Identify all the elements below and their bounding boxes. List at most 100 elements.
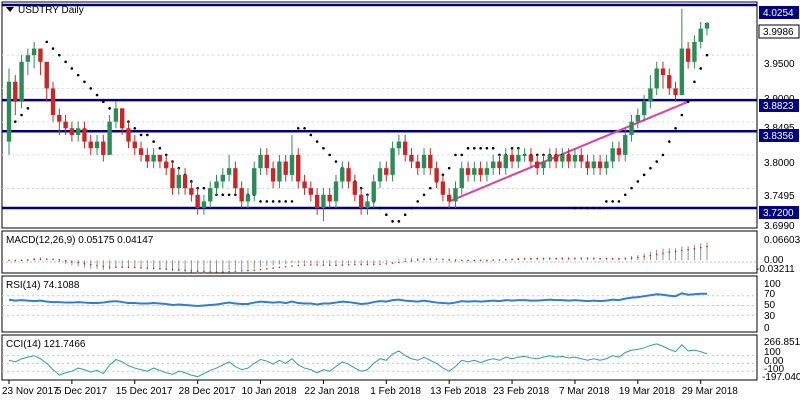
- candles-layer: [6, 8, 710, 222]
- candle-body: [170, 168, 175, 189]
- candle-body: [283, 161, 288, 175]
- candle: [415, 154, 420, 175]
- macd-signal-dot: [593, 257, 595, 260]
- macd-signal-dot: [284, 265, 287, 268]
- sar-dot: [485, 146, 489, 150]
- macd-signal-dot: [486, 259, 488, 262]
- candle-body: [685, 48, 691, 62]
- candle: [176, 168, 181, 195]
- macd-signal-dot: [115, 266, 117, 268]
- candle: [164, 154, 169, 175]
- candle: [31, 41, 37, 69]
- candle: [478, 161, 483, 182]
- sar-dot: [271, 200, 275, 203]
- main-pane: USDTRY Daily 3.9500 3.9000 3.8495 3.8000…: [1, 1, 800, 232]
- candle-body: [145, 154, 150, 162]
- date-tick-label: 29 Mar 2018: [682, 386, 739, 397]
- sar-dot: [127, 120, 130, 123]
- candle-body: [182, 174, 188, 189]
- candle-body: [667, 75, 672, 89]
- macd-signal-dot: [228, 270, 230, 273]
- macd-signal-dot: [328, 264, 331, 267]
- candle: [528, 148, 534, 169]
- candle: [597, 154, 603, 175]
- candle: [201, 194, 207, 215]
- candle-body: [673, 88, 678, 96]
- candle-body: [365, 201, 370, 209]
- candle-body: [497, 161, 502, 169]
- level-label-box: [759, 129, 799, 142]
- candle: [516, 148, 521, 169]
- sar-dot: [705, 53, 709, 57]
- candle: [327, 188, 332, 209]
- candle: [75, 121, 81, 142]
- sar-dot: [158, 146, 162, 150]
- date-tick-label: 7 Mar 2018: [559, 386, 610, 397]
- candle-body: [597, 161, 603, 169]
- candle-body: [453, 188, 458, 202]
- macd-signal-dot: [52, 258, 54, 261]
- candle: [547, 148, 552, 169]
- macd-signal-dot: [8, 259, 10, 262]
- sar-dot: [693, 80, 696, 84]
- level-label-4.0254: 4.0254: [759, 6, 799, 19]
- candle-body: [629, 121, 634, 135]
- candle: [692, 35, 697, 69]
- macd-signal-dot: [89, 263, 92, 266]
- macd-signal-dot: [479, 259, 482, 262]
- candle-body: [327, 194, 332, 202]
- candle-body: [69, 128, 75, 135]
- macd-signal-dot: [674, 250, 677, 253]
- macd-signal-dot: [454, 259, 457, 261]
- collapse-triangle-icon[interactable]: [6, 7, 14, 12]
- candle: [365, 194, 370, 215]
- sar-dot: [58, 53, 61, 57]
- macd-signal-dot: [643, 255, 645, 258]
- candle: [604, 154, 609, 175]
- date-tick-label: 22 Jan 2018: [304, 386, 359, 397]
- candle-body: [189, 188, 194, 195]
- candle-body: [164, 161, 169, 169]
- macd-signal-dot: [291, 265, 293, 267]
- sar-dot: [95, 93, 99, 97]
- macd-signal-dot: [372, 263, 375, 266]
- candle-body: [541, 161, 546, 169]
- macd-signal-dot: [416, 259, 419, 261]
- candle: [233, 161, 238, 195]
- candle: [648, 75, 653, 109]
- candle-body: [296, 154, 301, 182]
- candle-body: [88, 141, 93, 149]
- sar-dot: [152, 140, 155, 143]
- candle-body: [704, 22, 710, 29]
- candle-body: [415, 161, 420, 169]
- candle-body: [660, 68, 666, 76]
- sar-dot: [102, 100, 105, 104]
- candle: [459, 161, 464, 195]
- candle-body: [465, 168, 471, 175]
- macd-signal-dot: [385, 262, 388, 265]
- date-tick-label: 28 Dec 2017: [179, 386, 236, 397]
- sar-dot: [315, 140, 319, 143]
- cci-tick-label: -197.040: [762, 372, 800, 383]
- candle-body: [38, 48, 43, 62]
- macd-signal-dot: [121, 266, 123, 269]
- macd-signal-dot: [448, 258, 450, 261]
- macd-signal-dot: [58, 259, 61, 261]
- macd-signal-dot: [209, 271, 212, 273]
- candle-body: [13, 81, 18, 102]
- candle: [107, 115, 112, 155]
- macd-signal-dot: [611, 257, 614, 260]
- candle: [132, 134, 137, 155]
- candle-body: [553, 154, 559, 162]
- sar-dot: [397, 220, 401, 223]
- sar-dot: [45, 40, 49, 44]
- macd-signal-dot: [366, 263, 369, 266]
- macd-signal-dot: [460, 259, 463, 262]
- candle-body: [340, 168, 345, 182]
- sar-dot: [611, 200, 614, 203]
- candle-body: [490, 161, 496, 169]
- macd-signal-dot: [310, 264, 312, 266]
- candle-body: [446, 194, 452, 202]
- candle: [138, 141, 144, 162]
- macd-tick-label: 0.00: [764, 255, 784, 266]
